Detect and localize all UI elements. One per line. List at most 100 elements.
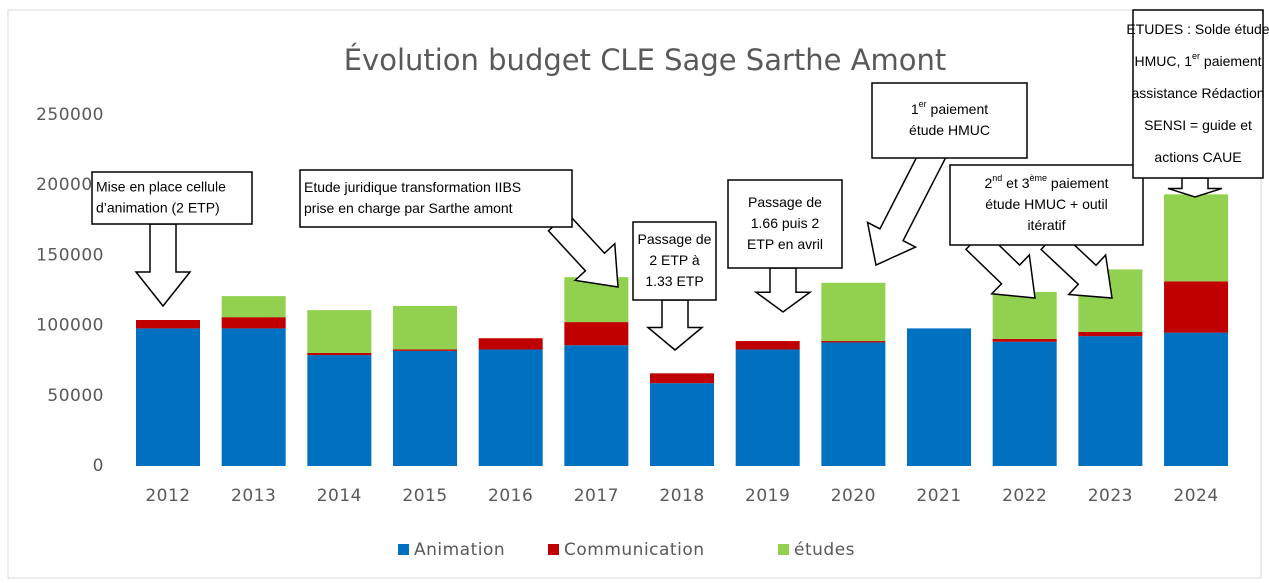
callout-text-run: 1.66 puis 2 (751, 215, 820, 231)
callout-text-run: ETP en avril (747, 236, 823, 252)
legend-swatch (398, 544, 409, 555)
callout-text: ETUDES : Solde étude (1126, 21, 1269, 37)
bar-segment (1078, 336, 1143, 466)
callout-superscript: nd (992, 173, 1002, 183)
callout-text: 2nd et 3ème paiement (984, 173, 1108, 190)
bar-segment (221, 296, 286, 318)
legend-swatch (548, 544, 559, 555)
chart-title: Évolution budget CLE Sage Sarthe Amont (344, 43, 947, 77)
x-tick-label: 2018 (659, 486, 704, 506)
legend-label: Animation (414, 540, 505, 560)
callout-text: étude HMUC + outil (985, 196, 1108, 212)
bar-segment (1078, 331, 1143, 337)
callout-text: Passage de (638, 231, 712, 247)
callout-text-run: paiement (1047, 175, 1109, 191)
callout-superscript: ème (1030, 173, 1048, 183)
bar-segment (478, 338, 543, 350)
x-tick-label: 2022 (1002, 486, 1047, 506)
callout-text: 1.33 ETP (645, 273, 703, 289)
x-tick-label: 2023 (1088, 486, 1133, 506)
callout-arrow (1040, 229, 1113, 299)
callout-arrow (753, 267, 813, 313)
callout-box (1132, 9, 1264, 179)
bar-segment (735, 349, 800, 466)
x-tick-label: 2024 (1173, 486, 1218, 506)
bar-segment (1164, 281, 1229, 333)
x-tick-label: 2013 (231, 486, 276, 506)
bar-segment (564, 345, 629, 466)
callout-text: Passage de (748, 194, 822, 210)
legend-label: Communication (564, 540, 705, 560)
callout-text-run: 1.33 ETP (645, 273, 703, 289)
callout-text: SENSI = guide et (1144, 117, 1252, 133)
callout-arrow (645, 299, 705, 351)
callout-text-run: paiement (1200, 53, 1262, 69)
callout-text-run: actions CAUE (1154, 149, 1241, 165)
callout-text-run: étude HMUC (909, 122, 990, 138)
y-tick-label: 200000 (36, 175, 104, 195)
callout-arrow (134, 223, 192, 308)
callout-superscript: er (919, 99, 927, 109)
callout-text-run: d’animation (2 ETP) (96, 199, 220, 215)
callout-text: 1.66 puis 2 (751, 215, 820, 231)
callout-text: étude HMUC (909, 122, 990, 138)
bar-segment (735, 341, 800, 350)
callout-box (871, 82, 1028, 159)
bar-segment (136, 319, 200, 329)
callout-text: 2 ETP à (649, 252, 700, 268)
callout-box (91, 171, 253, 225)
y-tick-label: 0 (93, 456, 104, 476)
callout-box (949, 164, 1144, 246)
bar-segment (221, 317, 286, 329)
callout-text: itératif (1027, 217, 1065, 233)
callout-text: 1er paiement (911, 99, 988, 116)
bar-segment (136, 328, 200, 466)
callout-text-run: SENSI = guide et (1144, 117, 1252, 133)
bar-segment (393, 305, 458, 350)
bar-segment (478, 349, 543, 466)
callout-text-run: paiement (927, 101, 989, 117)
bar-segment (221, 328, 286, 466)
bar-segment (307, 352, 372, 356)
bar-segment (992, 291, 1057, 339)
callout-text-run: 1 (911, 101, 919, 117)
y-tick-label: 50000 (47, 386, 104, 406)
callout-superscript: er (1192, 51, 1200, 61)
callout-box (727, 179, 843, 269)
callout-text: HMUC, 1er paiement (1134, 51, 1261, 68)
bar-segment (992, 341, 1057, 466)
x-tick-label: 2012 (145, 486, 190, 506)
x-tick-label: 2020 (831, 486, 876, 506)
callout-text: actions CAUE (1154, 149, 1241, 165)
x-tick-label: 2014 (317, 486, 362, 506)
callout-text-run: Passage de (638, 231, 712, 247)
callout-text-run: ETUDES : Solde étude (1126, 21, 1269, 37)
bar-segment (821, 342, 886, 466)
x-tick-label: 2017 (574, 486, 619, 506)
callout-text: assistance Rédaction (1131, 85, 1264, 101)
bar-segment (907, 328, 972, 466)
bar-segment (650, 383, 715, 466)
callout-box (632, 221, 717, 301)
bar-segment (650, 373, 715, 384)
callout-text: d’animation (2 ETP) (96, 199, 220, 215)
callout-arrow (547, 212, 619, 288)
callout-text: prise en charge par Sarthe amont (304, 200, 513, 216)
callout-text-run: HMUC, 1 (1134, 53, 1192, 69)
callout-text-run: 2 ETP à (649, 252, 700, 268)
y-tick-label: 150000 (36, 245, 104, 265)
callout-text-run: prise en charge par Sarthe amont (304, 200, 513, 216)
legend-swatch (778, 544, 789, 555)
bar-segment (307, 310, 372, 353)
x-tick-label: 2016 (488, 486, 533, 506)
callout-arrow (1167, 177, 1223, 198)
callout-text: Mise en place cellule (96, 178, 226, 194)
callout-box (299, 169, 573, 228)
bar-segment (393, 350, 458, 466)
bar-segment (821, 282, 886, 342)
callout-text-run: étude HMUC + outil (985, 196, 1108, 212)
x-tick-label: 2015 (402, 486, 447, 506)
callout-text-run: assistance Rédaction (1131, 85, 1264, 101)
y-tick-label: 250000 (36, 105, 104, 125)
